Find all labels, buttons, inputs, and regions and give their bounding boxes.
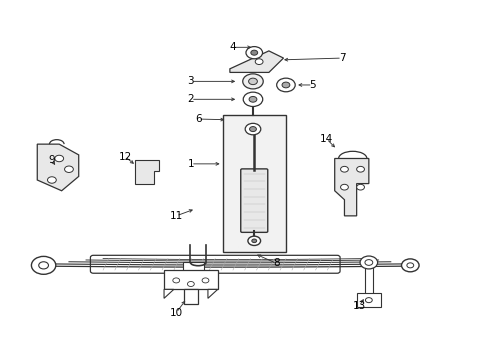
- Circle shape: [248, 78, 257, 85]
- Circle shape: [364, 260, 372, 265]
- Polygon shape: [207, 289, 217, 298]
- Circle shape: [401, 259, 418, 272]
- Circle shape: [340, 166, 347, 172]
- Text: 13: 13: [352, 301, 365, 311]
- Circle shape: [31, 256, 56, 274]
- Polygon shape: [37, 144, 79, 191]
- Polygon shape: [229, 51, 283, 72]
- Circle shape: [282, 82, 289, 88]
- Bar: [364, 262, 372, 295]
- Polygon shape: [163, 289, 173, 298]
- Circle shape: [244, 123, 260, 135]
- Circle shape: [243, 92, 262, 107]
- Circle shape: [250, 50, 257, 55]
- FancyBboxPatch shape: [90, 255, 339, 273]
- Bar: [356, 293, 380, 307]
- Circle shape: [248, 96, 256, 102]
- Text: 1: 1: [187, 159, 194, 169]
- Circle shape: [251, 239, 256, 243]
- Text: 14: 14: [319, 134, 332, 144]
- Circle shape: [245, 46, 262, 59]
- Text: 7: 7: [338, 53, 345, 63]
- Circle shape: [255, 59, 263, 64]
- Circle shape: [55, 155, 63, 162]
- Text: 5: 5: [309, 80, 315, 90]
- Circle shape: [247, 236, 260, 246]
- Circle shape: [47, 177, 56, 183]
- Text: 6: 6: [194, 114, 201, 124]
- Text: 4: 4: [228, 42, 235, 52]
- Polygon shape: [334, 158, 368, 216]
- Text: 2: 2: [187, 94, 194, 104]
- Text: 9: 9: [48, 155, 55, 165]
- Circle shape: [172, 278, 179, 283]
- Circle shape: [202, 278, 208, 283]
- Text: 12: 12: [118, 152, 131, 162]
- Text: 10: 10: [169, 308, 183, 318]
- Circle shape: [340, 184, 347, 190]
- Polygon shape: [135, 160, 159, 184]
- Circle shape: [356, 166, 364, 172]
- Circle shape: [64, 166, 73, 172]
- Circle shape: [242, 74, 263, 89]
- Bar: [222, 116, 285, 252]
- Circle shape: [406, 263, 413, 268]
- Circle shape: [187, 282, 194, 287]
- Text: 8: 8: [272, 258, 279, 268]
- Circle shape: [276, 78, 295, 92]
- Text: 11: 11: [169, 211, 183, 221]
- Circle shape: [356, 184, 364, 190]
- Circle shape: [365, 298, 371, 303]
- Text: 3: 3: [187, 76, 194, 86]
- Bar: [182, 262, 203, 282]
- Circle shape: [39, 262, 48, 269]
- FancyBboxPatch shape: [240, 169, 267, 232]
- Bar: [183, 289, 198, 304]
- Circle shape: [359, 256, 377, 269]
- Circle shape: [249, 127, 256, 132]
- Bar: [163, 270, 217, 289]
